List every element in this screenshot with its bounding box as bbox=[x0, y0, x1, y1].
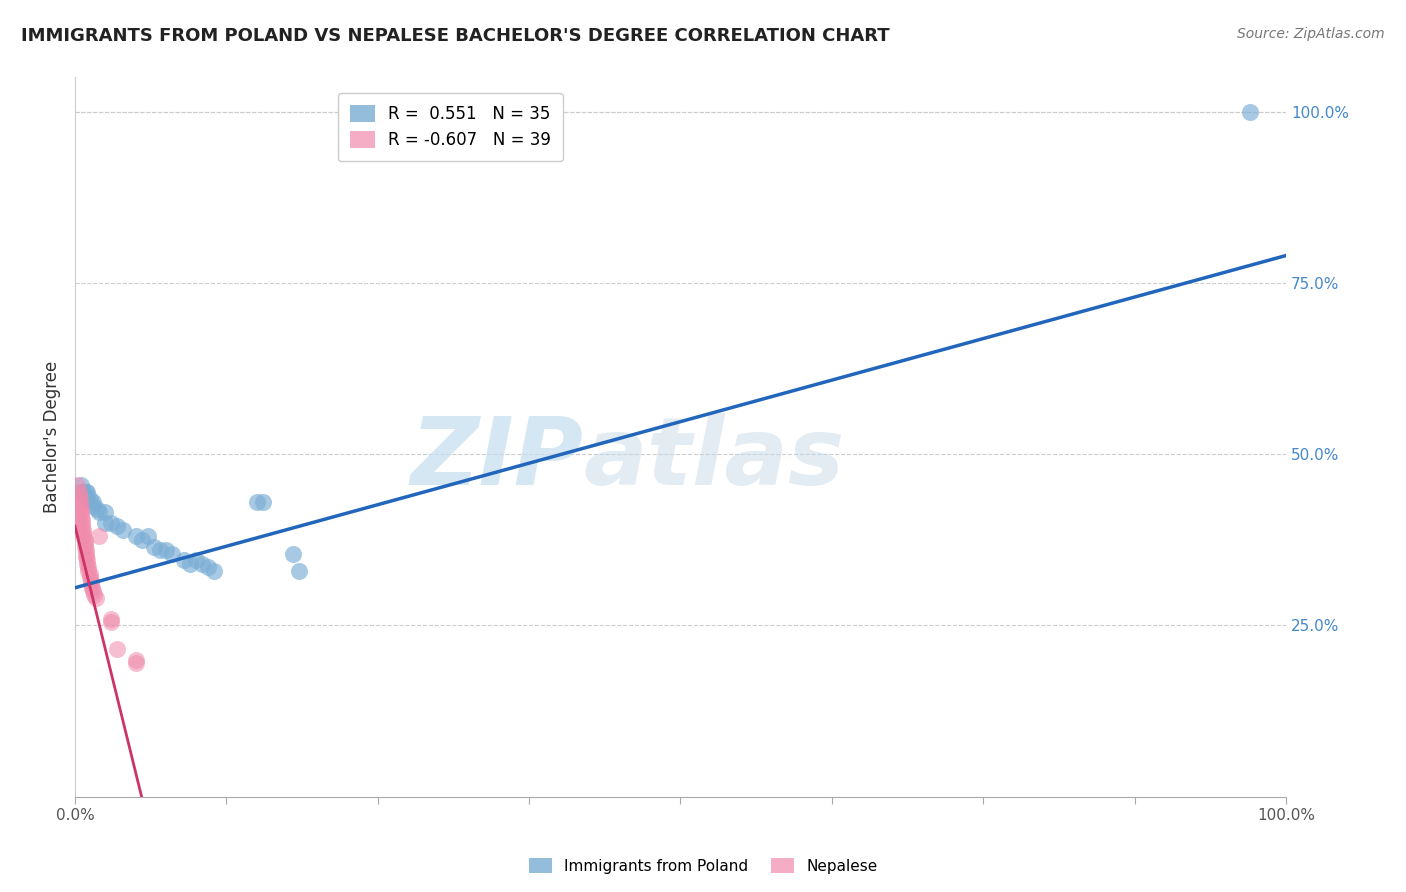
Point bbox=[72, 519, 94, 533]
Point bbox=[72, 529, 94, 543]
Point bbox=[149, 543, 172, 558]
Point bbox=[83, 588, 105, 602]
Point bbox=[79, 491, 101, 506]
Point bbox=[136, 529, 159, 543]
Point bbox=[69, 495, 91, 509]
Point bbox=[105, 642, 128, 657]
Point bbox=[80, 574, 103, 588]
Point bbox=[89, 529, 111, 543]
Point bbox=[73, 536, 96, 550]
Point bbox=[69, 491, 91, 506]
Point bbox=[75, 547, 97, 561]
Point bbox=[202, 564, 225, 578]
Point bbox=[82, 499, 104, 513]
Point bbox=[73, 540, 96, 554]
Point bbox=[76, 553, 98, 567]
Point bbox=[112, 523, 135, 537]
Point bbox=[184, 553, 207, 567]
Point bbox=[76, 484, 98, 499]
Point bbox=[66, 478, 89, 492]
Point bbox=[86, 502, 108, 516]
Point bbox=[75, 543, 97, 558]
Point bbox=[79, 567, 101, 582]
Point bbox=[82, 495, 104, 509]
Point bbox=[77, 560, 100, 574]
Point bbox=[252, 495, 274, 509]
Point bbox=[72, 484, 94, 499]
Point bbox=[160, 547, 183, 561]
Point bbox=[179, 557, 201, 571]
Point bbox=[89, 505, 111, 519]
Point bbox=[75, 484, 97, 499]
Point bbox=[1239, 104, 1261, 119]
Point bbox=[281, 547, 304, 561]
Point bbox=[124, 653, 146, 667]
Point bbox=[173, 553, 195, 567]
Point bbox=[84, 591, 107, 605]
Text: Source: ZipAtlas.com: Source: ZipAtlas.com bbox=[1237, 27, 1385, 41]
Point bbox=[69, 499, 91, 513]
Point bbox=[76, 491, 98, 506]
Text: atlas: atlas bbox=[583, 413, 845, 505]
Point bbox=[105, 519, 128, 533]
Point bbox=[94, 516, 117, 530]
Point bbox=[70, 502, 93, 516]
Point bbox=[79, 570, 101, 584]
Point bbox=[197, 560, 219, 574]
Point bbox=[73, 533, 96, 547]
Point bbox=[72, 512, 94, 526]
Point bbox=[80, 581, 103, 595]
Point bbox=[70, 478, 93, 492]
Legend: Immigrants from Poland, Nepalese: Immigrants from Poland, Nepalese bbox=[523, 852, 883, 880]
Point bbox=[94, 505, 117, 519]
Point bbox=[75, 549, 97, 564]
Point bbox=[131, 533, 153, 547]
Point bbox=[72, 484, 94, 499]
Point bbox=[82, 584, 104, 599]
Point bbox=[73, 488, 96, 502]
Point bbox=[67, 488, 90, 502]
Point bbox=[155, 543, 177, 558]
Point bbox=[72, 516, 94, 530]
Point bbox=[80, 577, 103, 591]
Point bbox=[246, 495, 269, 509]
Point bbox=[72, 525, 94, 540]
Point bbox=[100, 611, 122, 625]
Point bbox=[288, 564, 311, 578]
Point bbox=[72, 523, 94, 537]
Point bbox=[70, 508, 93, 523]
Point bbox=[100, 516, 122, 530]
Point bbox=[76, 557, 98, 571]
Text: IMMIGRANTS FROM POLAND VS NEPALESE BACHELOR'S DEGREE CORRELATION CHART: IMMIGRANTS FROM POLAND VS NEPALESE BACHE… bbox=[21, 27, 890, 45]
Point bbox=[191, 557, 214, 571]
Point bbox=[67, 484, 90, 499]
Legend: R =  0.551   N = 35, R = -0.607   N = 39: R = 0.551 N = 35, R = -0.607 N = 39 bbox=[337, 93, 562, 161]
Point bbox=[70, 505, 93, 519]
Point bbox=[142, 540, 165, 554]
Point bbox=[124, 529, 146, 543]
Y-axis label: Bachelor's Degree: Bachelor's Degree bbox=[44, 361, 60, 513]
Point bbox=[100, 615, 122, 629]
Point bbox=[77, 564, 100, 578]
Text: ZIP: ZIP bbox=[411, 413, 583, 505]
Point bbox=[124, 656, 146, 670]
